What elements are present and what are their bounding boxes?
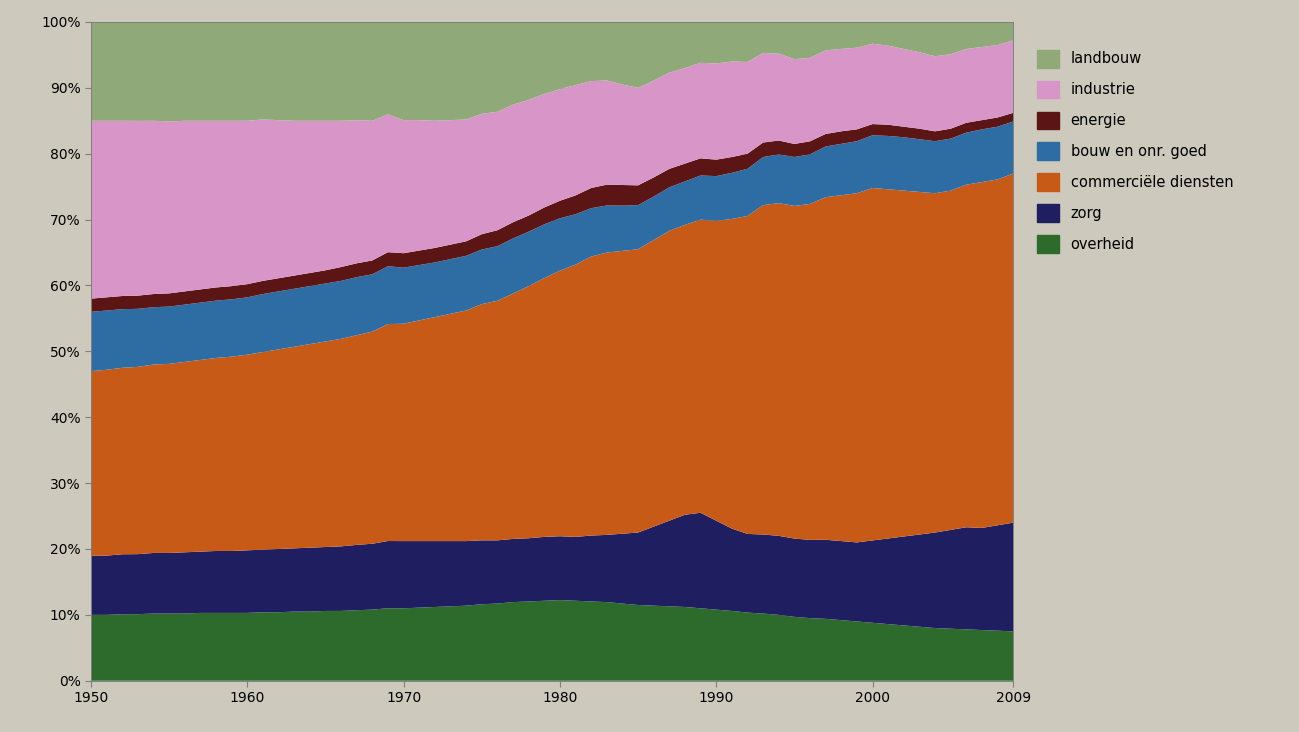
Legend: landbouw, industrie, energie, bouw en onr. goed, commerciële diensten, zorg, ove: landbouw, industrie, energie, bouw en on… — [1030, 42, 1241, 261]
